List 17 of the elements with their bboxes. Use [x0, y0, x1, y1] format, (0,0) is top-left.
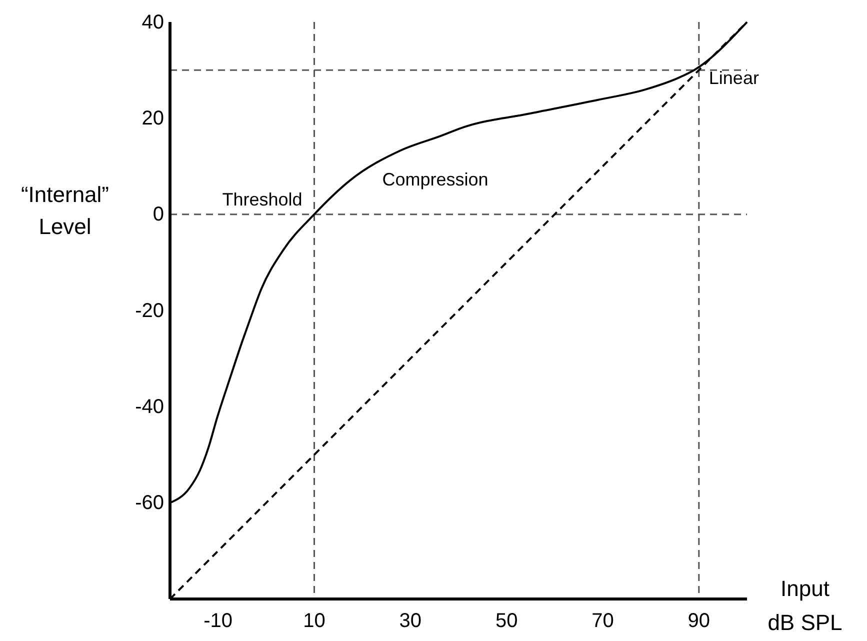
x-tick-label: 10	[303, 610, 326, 632]
y-tick-label: 40	[142, 11, 164, 34]
annotation: Linear	[708, 68, 759, 88]
y-tick-label: 20	[142, 108, 164, 130]
annotation: Compression	[382, 169, 488, 190]
x-axis-title: Input dB SPL	[768, 576, 842, 635]
y-axis-title: “Internal” Level	[20, 182, 110, 239]
x-tick-label: 90	[688, 610, 710, 632]
annotation: Threshold	[222, 189, 302, 210]
x-tick-label: -10	[204, 610, 233, 632]
x-tick-label: 30	[399, 610, 422, 632]
y-tick-label: 0	[152, 204, 164, 226]
y-tick-label: -60	[135, 492, 164, 514]
y-tick-label: -20	[135, 300, 164, 322]
x-tick-label: 70	[592, 610, 614, 632]
y-tick-label: -40	[135, 396, 164, 418]
x-tick-label: 50	[495, 610, 518, 632]
